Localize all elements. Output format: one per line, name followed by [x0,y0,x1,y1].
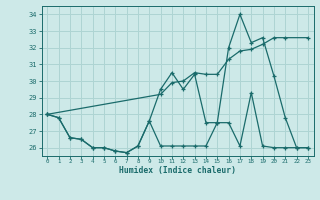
X-axis label: Humidex (Indice chaleur): Humidex (Indice chaleur) [119,166,236,175]
